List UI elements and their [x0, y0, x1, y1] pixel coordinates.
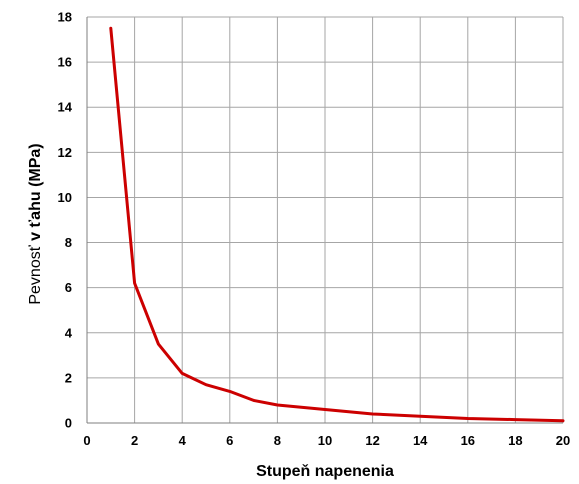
- y-tick-label: 2: [65, 370, 72, 385]
- x-tick-label: 12: [365, 433, 379, 448]
- series-group: [109, 26, 565, 423]
- x-tick-label: 2: [131, 433, 138, 448]
- y-tick-label: 10: [58, 190, 72, 205]
- x-tick-label: 8: [274, 433, 281, 448]
- y-tick-label: 18: [58, 10, 72, 25]
- x-tick-label: 10: [318, 433, 332, 448]
- x-axis-title: Stupeň napenenia: [256, 463, 394, 480]
- x-tick-label: 0: [83, 433, 90, 448]
- x-tick-label: 18: [508, 433, 522, 448]
- y-tick-label: 0: [65, 416, 72, 431]
- axes: [86, 17, 563, 424]
- x-tick-label: 16: [461, 433, 475, 448]
- y-tick-label: 12: [58, 145, 72, 160]
- x-tick-labels: 0 2 4 6 8 10 12 14 16 18 20: [83, 433, 570, 448]
- grid: [87, 16, 564, 423]
- y-axis-title-bold: v ťahu (MPa): [27, 143, 44, 245]
- x-tick-label: 4: [179, 433, 187, 448]
- y-tick-label: 4: [65, 325, 73, 340]
- y-tick-labels: 0 2 4 6 8 10 12 14 16 18: [58, 10, 73, 431]
- x-tick-label: 14: [413, 433, 428, 448]
- y-tick-label: 8: [65, 235, 72, 250]
- y-tick-label: 16: [58, 55, 72, 70]
- y-tick-label: 6: [65, 280, 72, 295]
- y-tick-label: 14: [58, 100, 73, 115]
- y-axis-title: Pevnosť v ťahu (MPa): [27, 143, 44, 304]
- x-tick-label: 6: [226, 433, 233, 448]
- x-tick-label: 20: [556, 433, 570, 448]
- series-line: [109, 26, 565, 423]
- y-axis-title-light: Pevnosť: [27, 244, 44, 304]
